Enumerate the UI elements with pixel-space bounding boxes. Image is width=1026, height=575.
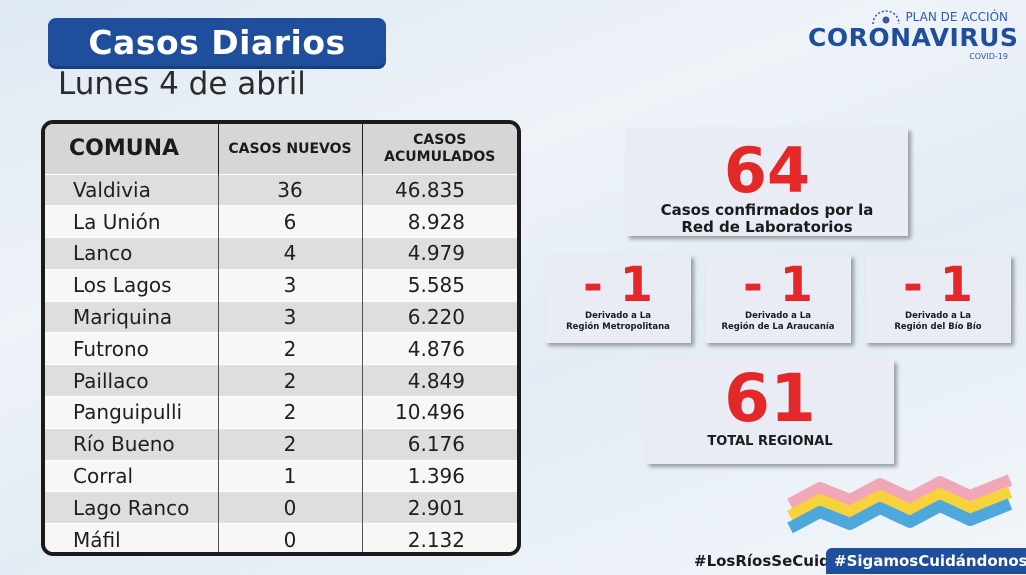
table-row: Corral 1 1.396 [45, 459, 517, 492]
derived-card-biobio: - 1 Derivado a La Región del Bío Bío [865, 255, 1011, 343]
coronavirus-logo: PLAN DE ACCIÓN CORONAVIRUS COVID-19 [808, 10, 1019, 70]
derived-label: Derivado a La Región del Bío Bío [894, 311, 982, 332]
table-row: La Unión 6 8.928 [45, 205, 517, 238]
cases-table: COMUNA CASOS NUEVOS CASOS ACUMULADOS Vald… [41, 120, 521, 556]
casos-acumulados-cell: 4.979 [362, 237, 517, 270]
confirmed-card: 64 Casos confirmados por la Red de Labora… [626, 128, 908, 236]
comuna-cell: Panguipulli [45, 396, 219, 429]
table-row: Río Bueno 2 6.176 [45, 427, 517, 461]
total-card: 61 TOTAL REGIONAL [646, 360, 894, 464]
derived-card-araucania: - 1 Derivado a La Región de La Araucanía [705, 255, 851, 343]
casos-acumulados-cell: 6.176 [362, 427, 517, 461]
table-row: Futrono 2 4.876 [45, 332, 517, 365]
derived-value: - 1 [582, 257, 654, 313]
derived-value: - 1 [742, 257, 814, 313]
casos-acumulados-cell: 2.901 [362, 491, 517, 524]
decorative-waves [787, 474, 1013, 534]
page-title: Casos Diarios [48, 18, 386, 66]
table-row: Valdivia 36 46.835 [45, 173, 517, 206]
comuna-cell: Corral [45, 459, 219, 492]
logo-main-text: CORONAVIRUS [808, 23, 1019, 52]
derived-value: - 1 [902, 257, 974, 313]
derived-card-metropolitana: - 1 Derivado a La Región Metropolitana [545, 255, 691, 343]
logo-plan-text: PLAN DE ACCIÓN [905, 10, 1008, 24]
header-casos-nuevos: CASOS NUEVOS [218, 124, 363, 174]
casos-nuevos-cell: 0 [218, 491, 363, 524]
seal-icon [872, 10, 901, 24]
logo-sub-text: COVID-19 [969, 52, 1008, 61]
casos-nuevos-cell: 36 [218, 173, 363, 206]
comuna-cell: Los Lagos [45, 268, 219, 302]
total-value: 61 [724, 360, 816, 437]
comuna-cell: Futrono [45, 332, 219, 365]
casos-acumulados-cell: 46.835 [362, 173, 517, 206]
casos-nuevos-cell: 2 [218, 396, 363, 429]
casos-nuevos-cell: 3 [218, 268, 363, 302]
casos-nuevos-cell: 3 [218, 300, 363, 333]
confirmed-label: Casos confirmados por la Red de Laborator… [660, 201, 874, 236]
table-row: Mariquina 3 6.220 [45, 300, 517, 333]
comuna-cell: Valdivia [45, 173, 219, 206]
comuna-cell: Máfil [45, 523, 219, 552]
casos-nuevos-cell: 6 [218, 205, 363, 238]
casos-acumulados-cell: 2.132 [362, 523, 517, 552]
casos-nuevos-cell: 2 [218, 364, 363, 397]
table-row: Los Lagos 3 5.585 [45, 268, 517, 302]
hashtag-losrios: #LosRíosSeCuida [694, 552, 840, 570]
comuna-cell: La Unión [45, 205, 219, 238]
casos-acumulados-cell: 4.876 [362, 332, 517, 365]
derived-label: Derivado a La Región Metropolitana [566, 311, 670, 332]
casos-acumulados-cell: 1.396 [362, 459, 517, 492]
comuna-cell: Lago Ranco [45, 491, 219, 524]
date-subtitle: Lunes 4 de abril [58, 66, 306, 102]
comuna-cell: Mariquina [45, 300, 219, 333]
derived-label: Derivado a La Región de La Araucanía [721, 311, 835, 332]
casos-acumulados-cell: 5.585 [362, 268, 517, 302]
casos-acumulados-cell: 8.928 [362, 205, 517, 238]
casos-nuevos-cell: 2 [218, 427, 363, 461]
confirmed-value: 64 [723, 134, 811, 207]
table-row: Paillaco 2 4.849 [45, 364, 517, 397]
casos-nuevos-cell: 2 [218, 332, 363, 365]
comuna-cell: Lanco [45, 237, 219, 270]
casos-nuevos-cell: 1 [218, 459, 363, 492]
casos-nuevos-cell: 4 [218, 237, 363, 270]
table-row: Lanco 4 4.979 [45, 237, 517, 270]
table-row: Máfil 0 2.132 [45, 523, 517, 552]
casos-nuevos-cell: 0 [218, 523, 363, 552]
comuna-cell: Río Bueno [45, 427, 219, 461]
casos-acumulados-cell: 10.496 [362, 396, 517, 429]
table-row: Lago Ranco 0 2.901 [45, 491, 517, 524]
header-comuna: COMUNA [45, 124, 219, 174]
casos-acumulados-cell: 4.849 [362, 364, 517, 397]
hashtag-sigamos: #SigamosCuidándonos [826, 548, 1026, 574]
table-row: Panguipulli 2 10.496 [45, 396, 517, 429]
casos-acumulados-cell: 6.220 [362, 300, 517, 333]
header-casos-acumulados: CASOS ACUMULADOS [362, 124, 517, 174]
total-label: TOTAL REGIONAL [707, 434, 833, 449]
comuna-cell: Paillaco [45, 364, 219, 397]
